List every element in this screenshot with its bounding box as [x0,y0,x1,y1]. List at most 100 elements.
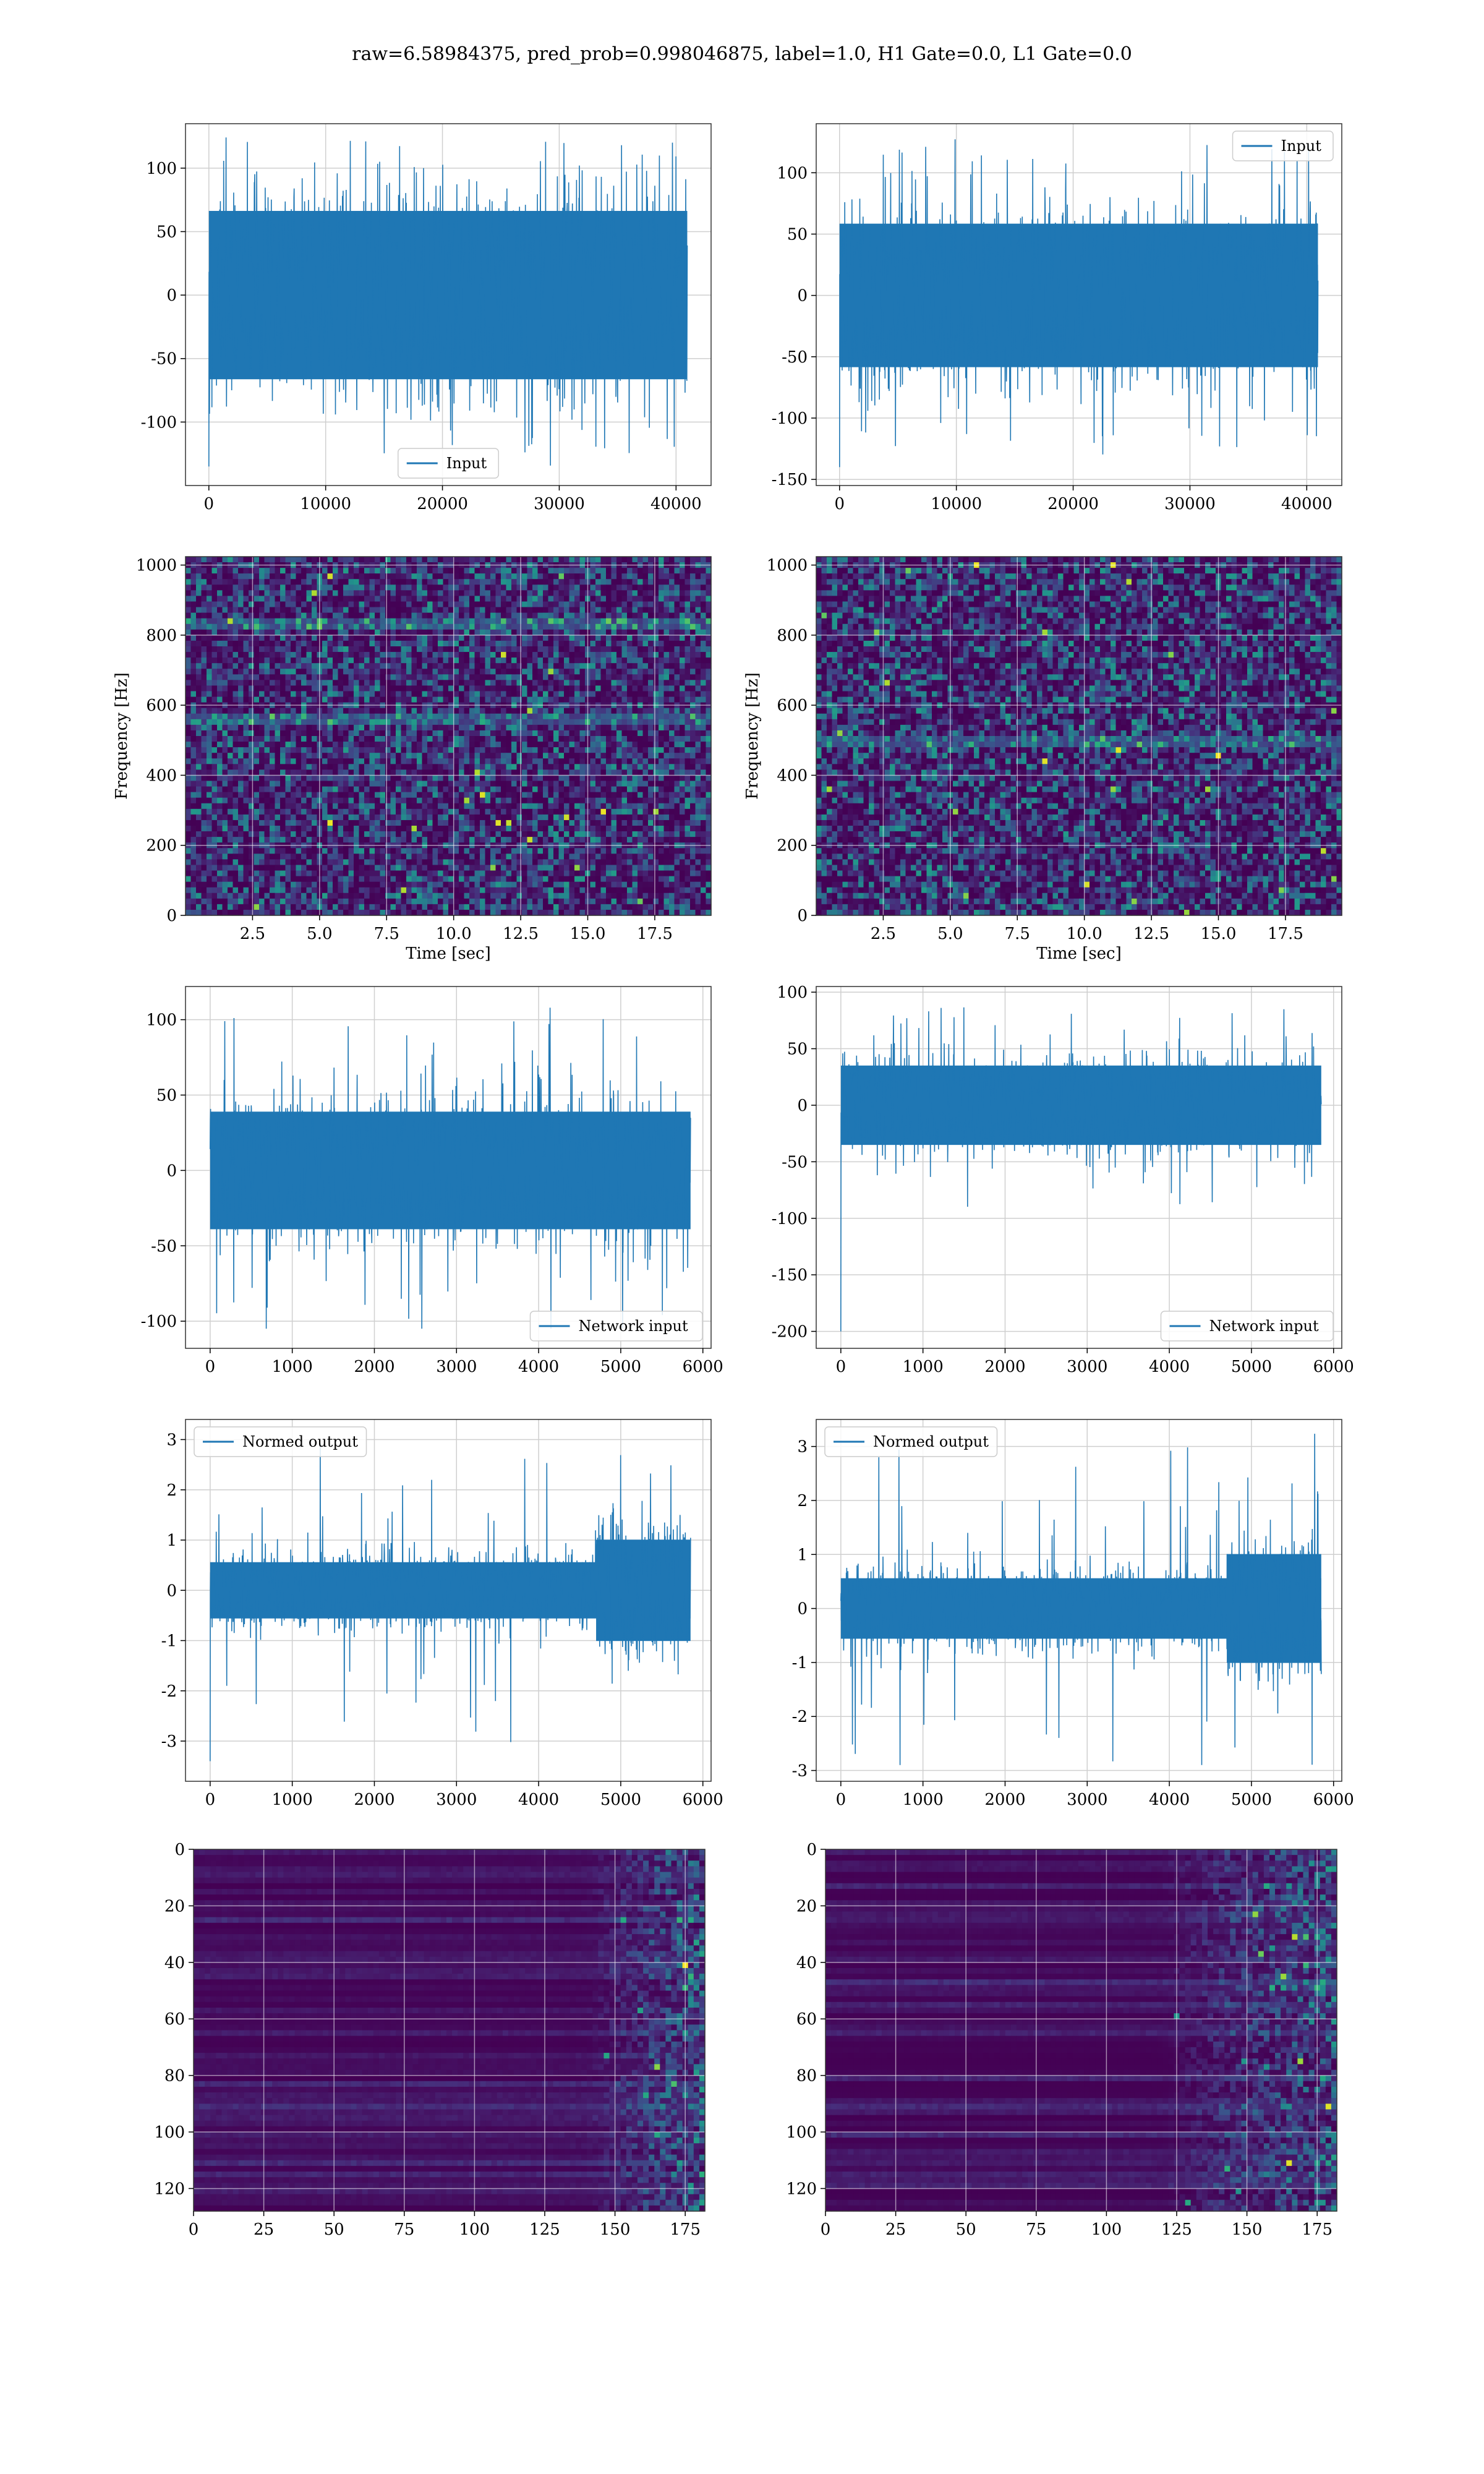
heatmap-cell [474,590,480,597]
heatmap-cell [186,618,192,625]
heatmap-cell [611,663,617,669]
heatmap-cell [354,685,360,692]
heatmap-cell [448,618,454,625]
heatmap-cell [459,691,465,698]
heatmap-cell [464,803,470,810]
heatmap-cell [291,808,297,815]
heatmap-cell [222,826,228,832]
heatmap-cell [642,786,649,793]
heatmap-cell [338,747,344,753]
heatmap-cell [648,730,654,737]
heatmap-cell [506,797,512,804]
heatmap-cell [217,713,223,720]
heatmap-cell [259,769,265,776]
heatmap-cell [680,742,686,748]
heatmap-cell [432,708,438,714]
heatmap-cell [669,601,675,608]
heatmap-cell [422,764,428,770]
heatmap-cell [375,792,381,798]
heatmap-cell [595,618,602,625]
heatmap-cell [537,635,544,641]
heatmap-cell [285,719,291,726]
heatmap-cell [611,792,617,798]
heatmap-cell [642,657,649,664]
heatmap-cell [606,674,612,680]
heatmap-cell [296,685,302,692]
heatmap-cell [333,629,339,636]
heatmap-cell [222,568,228,574]
heatmap-cell [501,742,507,748]
heatmap-cell [196,696,202,703]
heatmap-cell [459,724,465,731]
heatmap-cell [527,669,533,675]
heatmap-cell [443,584,449,591]
heatmap-cell [217,753,223,759]
heatmap-cell [243,601,249,608]
heatmap-cell [296,590,302,597]
heatmap-cell [201,579,207,585]
heatmap-cell [595,590,602,597]
heatmap-cell [579,808,586,815]
heatmap-cell [621,646,628,653]
heatmap-cell [695,764,701,770]
heatmap-cell [480,814,486,821]
heatmap-cell [385,753,391,759]
heatmap-cell [369,736,375,742]
heatmap-cell [375,663,381,669]
heatmap-cell [574,680,581,687]
heatmap-cell [380,764,386,770]
heatmap-cell [690,826,696,832]
heatmap-cell [301,826,307,832]
heatmap-cell [616,797,623,804]
heatmap-cell [280,797,286,804]
heatmap-cell [459,736,465,742]
heatmap-cell [406,747,412,753]
heatmap-cell [690,601,696,608]
heatmap-cell [522,629,528,636]
heatmap-cell [543,814,549,821]
heatmap-cell [480,747,486,753]
heatmap-cell [285,769,291,776]
heatmap-cell [369,623,375,630]
heatmap-cell [254,820,260,826]
heatmap-cell [285,590,291,597]
heatmap-cell [511,747,518,753]
heatmap-cell [369,657,375,664]
heatmap-cell [364,691,370,698]
heatmap-cell [432,691,438,698]
heatmap-cell [516,814,522,821]
heatmap-cell [464,769,470,776]
heatmap-cell [548,652,554,658]
heatmap-cell [217,797,223,804]
heatmap-cell [190,719,197,726]
heatmap-cell [684,803,691,810]
heatmap-cell [659,652,665,658]
heatmap-cell [648,719,654,726]
heatmap-cell [537,568,544,574]
heatmap-cell [480,730,486,737]
heatmap-cell [558,758,565,764]
heatmap-cell [653,736,659,742]
heatmap-cell [569,618,575,625]
heatmap-cell [642,730,649,737]
heatmap-cell [348,792,354,798]
heatmap-cell [427,742,433,748]
heatmap-cell [264,640,270,647]
y-tick-label: 0 [166,286,177,305]
heatmap-cell [259,663,265,669]
heatmap-cell [190,708,197,714]
heatmap-cell [464,680,470,687]
heatmap-cell [427,657,433,664]
heatmap-cell [401,579,407,585]
heatmap-cell [186,730,192,737]
heatmap-cell [548,758,554,764]
heatmap-cell [380,719,386,726]
heatmap-cell [522,820,528,826]
heatmap-cell [254,753,260,759]
heatmap-cell [312,568,318,574]
heatmap-cell [280,612,286,619]
heatmap-cell [306,584,312,591]
heatmap-cell [674,724,680,731]
heatmap-cell [390,786,396,793]
heatmap-cell [574,769,581,776]
